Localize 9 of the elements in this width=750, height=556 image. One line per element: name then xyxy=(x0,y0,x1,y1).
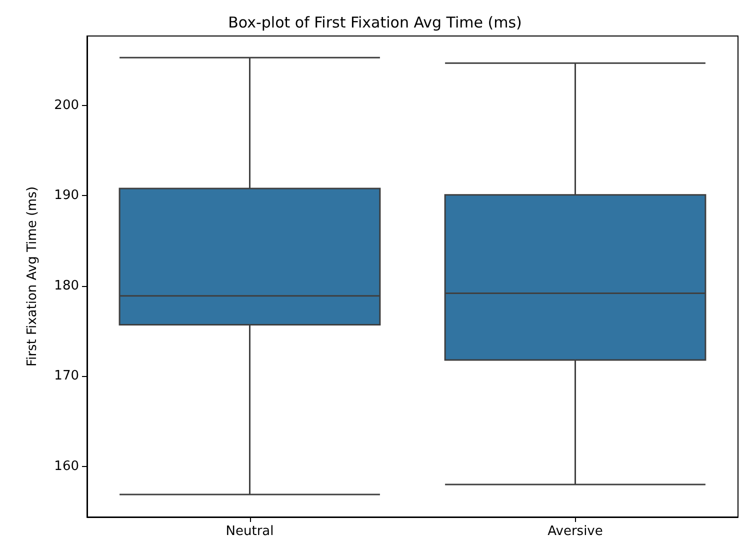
y-tick-label: 180 xyxy=(54,278,79,294)
y-tick-label: 170 xyxy=(54,368,79,384)
x-tick-label: Neutral xyxy=(226,524,274,539)
y-axis-title: First Fixation Avg Time (ms) xyxy=(25,186,40,367)
y-tick-label: 200 xyxy=(54,98,79,113)
y-tick-label: 190 xyxy=(54,188,79,204)
y-tick-label: 160 xyxy=(54,458,79,474)
x-tick-label: Aversive xyxy=(548,524,603,539)
chart-title: Box-plot of First Fixation Avg Time (ms) xyxy=(228,14,522,32)
